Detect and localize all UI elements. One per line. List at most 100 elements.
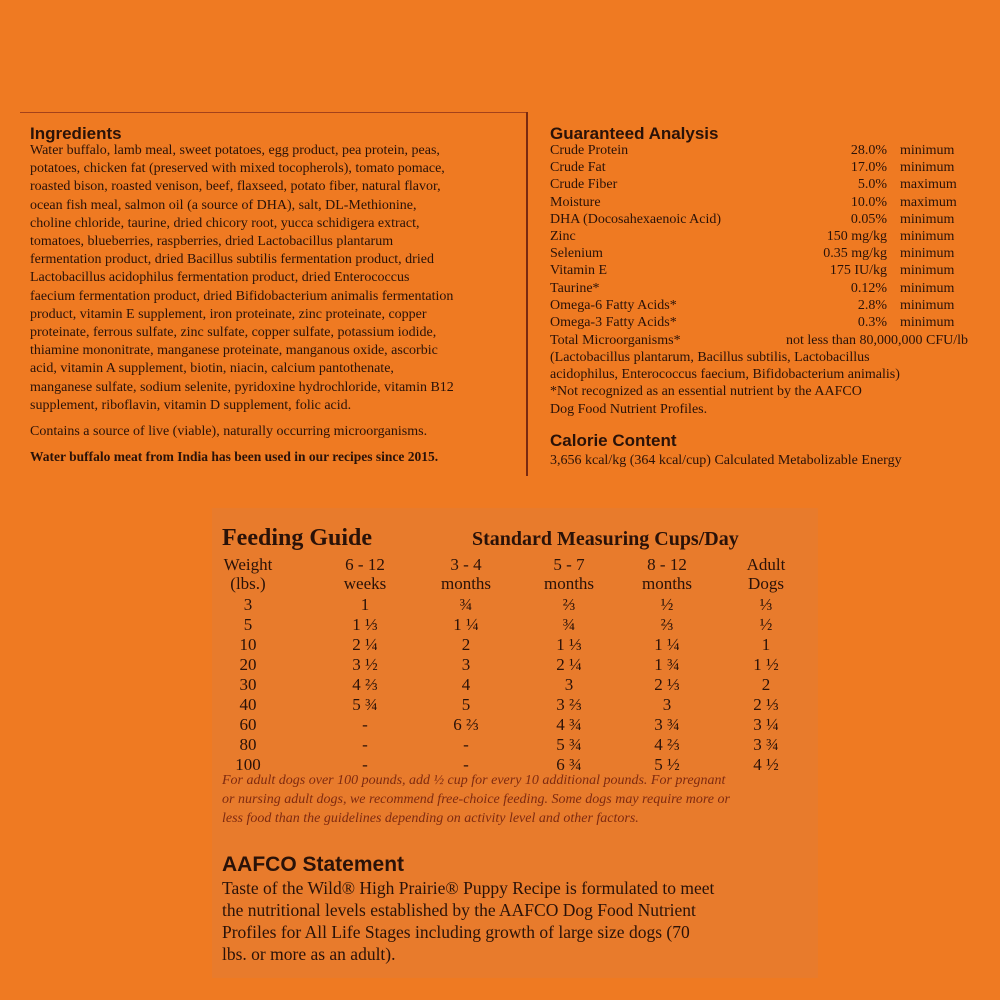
analysis-basis: minimum [900, 211, 955, 227]
analysis-value: not less than 80,000,000 CFU/lb [785, 333, 968, 348]
feeding-cell: 20 [239, 654, 257, 674]
analysis-name: Omega-3 Fatty Acids* [550, 315, 677, 330]
feeding-cell: 3 [662, 694, 672, 714]
feeding-cell: 4 ½ [753, 754, 779, 774]
feeding-cell: 1 [761, 634, 771, 654]
analysis-basis: minimum [900, 229, 955, 244]
feeding-cell: 6 ⅔ [453, 714, 479, 734]
feeding-cell: 1 ⅓ [352, 614, 378, 634]
column-header: 6 - 12 [345, 554, 385, 574]
feeding-subtitle: Standard Measuring Cups/Day [472, 528, 739, 550]
analysis-name: Crude Fat [550, 160, 606, 176]
analysis-basis: minimum [900, 297, 955, 313]
feeding-cell: 2 ¼ [556, 654, 582, 674]
analysis-value: 175 IU/kg [829, 263, 887, 279]
column-header: Dogs [748, 573, 784, 593]
feeding-cell: ¾ [562, 614, 576, 634]
feeding-cell: 3 ¾ [654, 714, 680, 734]
feeding-cell: 2 ⅓ [753, 694, 779, 714]
feeding-cell: 30 [239, 674, 257, 694]
column-header: 3 - 4 [450, 554, 482, 574]
feeding-note: less food than the guidelines depending … [222, 811, 639, 826]
feeding-cell: 6 ¾ [556, 754, 582, 774]
feeding-cell: 5 ¾ [352, 694, 378, 714]
ingredients-line: product, vitamin E supplement, iron prot… [30, 306, 427, 322]
ingredients-line: choline chloride, taurine, dried chicory… [30, 215, 420, 231]
divider [526, 112, 528, 476]
feeding-panel [212, 508, 818, 978]
feeding-cell: 2 [761, 674, 771, 694]
feeding-cell: - [463, 734, 469, 754]
column-header: months [543, 573, 595, 593]
analysis-name: Zinc [550, 229, 576, 244]
feeding-cell: ½ [759, 614, 773, 634]
ingredients-line: proteinate, ferrous sulfate, zinc sulfat… [30, 325, 437, 340]
analysis-line: Dog Food Nutrient Profiles. [550, 401, 708, 417]
aafco-line: lbs. or more as an adult). [222, 944, 396, 965]
analysis-name: Taurine* [550, 280, 600, 296]
analysis-basis: minimum [900, 280, 955, 296]
column-header: 8 - 12 [647, 554, 687, 574]
aafco-line: Taste of the Wild® High Prairie® Puppy R… [222, 878, 715, 899]
feeding-cell: 1 ½ [753, 654, 779, 674]
feeding-cell: ⅔ [660, 614, 674, 634]
analysis-line: (Lactobacillus plantarum, Bacillus subti… [550, 350, 870, 365]
feeding-cell: 3 ⅔ [556, 694, 582, 714]
column-header: months [641, 573, 693, 593]
analysis-basis: maximum [900, 194, 957, 210]
feeding-cell: 1 ¼ [453, 614, 479, 634]
feeding-cell: ⅓ [759, 594, 773, 614]
analysis-value: 28.0% [850, 143, 887, 158]
section-title: Calorie Content [550, 430, 677, 450]
feeding-cell: 2 [461, 634, 471, 654]
feeding-note: or nursing adult dogs, we recommend free… [222, 792, 730, 807]
feeding-cell: 40 [239, 694, 257, 714]
feeding-cell: 1 ⅓ [556, 634, 582, 654]
feeding-cell: 3 [243, 594, 253, 614]
feeding-cell: 5 ½ [654, 754, 680, 774]
ingredients-line: thiamine mononitrate, manganese proteina… [30, 343, 438, 359]
analysis-name: Moisture [550, 194, 601, 210]
feeding-cell: - [362, 754, 368, 774]
feeding-cell: 4 ⅔ [352, 674, 378, 694]
analysis-value: 0.3% [857, 315, 887, 330]
analysis-name: Selenium [550, 246, 603, 262]
analysis-basis: minimum [900, 246, 955, 262]
column-header: weeks [343, 573, 387, 593]
ingredients-line: ocean fish meal, salmon oil (a source of… [30, 197, 417, 213]
section-title: AAFCO Statement [222, 852, 405, 876]
feeding-title: Feeding Guide [222, 525, 373, 551]
analysis-basis: minimum [900, 263, 955, 279]
feeding-cell: ½ [660, 594, 674, 614]
analysis-name: DHA (Docosahexaenoic Acid) [550, 211, 722, 227]
feeding-cell: 3 [461, 654, 471, 674]
analysis-value: 0.35 mg/kg [823, 246, 887, 262]
ingredients-line: faecium fermentation product, dried Bifi… [30, 288, 454, 304]
feeding-note: For adult dogs over 100 pounds, add ½ cu… [222, 773, 726, 788]
aafco-line: Profiles for All Life Stages including g… [222, 922, 690, 943]
top-rule [20, 112, 526, 113]
column-header: (lbs.) [230, 573, 266, 593]
analysis-line: *Not recognized as an essential nutrient… [550, 384, 862, 400]
feeding-cell: 2 ⅓ [654, 674, 680, 694]
feeding-cell: 1 ¼ [654, 634, 680, 654]
feeding-cell: 4 [461, 674, 471, 694]
ingredients-note: Contains a source of live (viable), natu… [30, 424, 428, 439]
ingredients-line: Water buffalo, lamb meal, sweet potatoes… [30, 143, 440, 158]
feeding-cell: 3 [564, 674, 574, 694]
feeding-cell: 5 [243, 614, 253, 634]
feeding-cell: ¾ [459, 594, 473, 614]
analysis-basis: minimum [900, 160, 955, 176]
analysis-name: Crude Fiber [550, 177, 618, 193]
calorie-text: 3,656 kcal/kg (364 kcal/cup) Calculated … [550, 453, 902, 468]
feeding-cell: 3 ¾ [753, 734, 779, 754]
ingredients-line: potatoes, chicken fat (preserved with mi… [30, 161, 445, 177]
ingredients-statement: Water buffalo meat from India has been u… [30, 449, 439, 465]
aafco-line: the nutritional levels established by th… [222, 900, 696, 921]
analysis-name: Vitamin E [550, 263, 608, 279]
feeding-cell: 3 ¼ [753, 714, 779, 734]
analysis-value: 0.12% [850, 280, 887, 296]
section-title: Ingredients [30, 123, 122, 143]
feeding-cell: 10 [239, 634, 257, 654]
feeding-cell: - [362, 714, 368, 734]
